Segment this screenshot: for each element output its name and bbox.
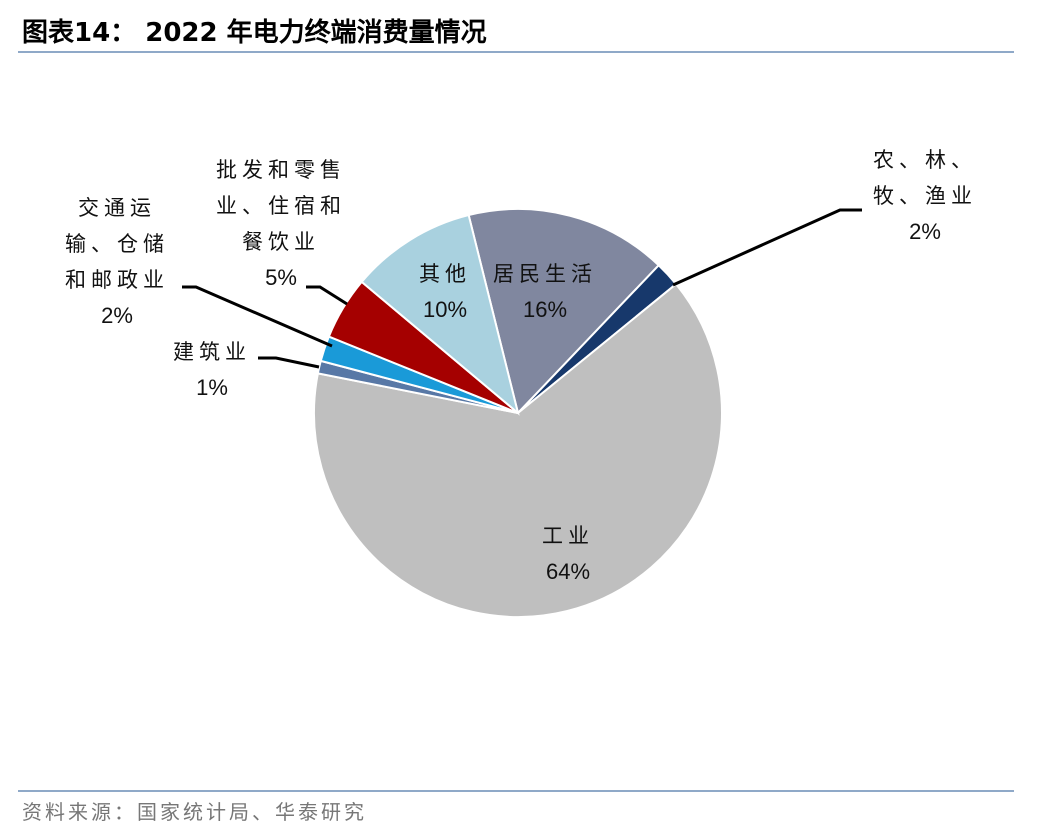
slice-label: 批发和零售 业、住宿和 餐饮业 5% — [181, 152, 381, 296]
category-label: 建筑业 — [173, 340, 251, 364]
category-label: 农、林、 牧、渔业 — [873, 148, 977, 208]
leader-lines — [182, 208, 862, 369]
value-label: 2% — [909, 219, 941, 244]
slice-label: 农、林、 牧、渔业 2% — [825, 142, 1025, 250]
category-label: 工业 — [542, 524, 594, 548]
pie-slice — [467, 208, 661, 416]
value-label: 64% — [545, 559, 591, 584]
value-label: 2% — [101, 303, 133, 328]
slice-label: 工业 64% — [468, 518, 668, 590]
leader-line — [258, 356, 320, 369]
pie-slice — [313, 282, 723, 618]
pie-slice — [360, 213, 520, 416]
leader-line — [306, 285, 348, 306]
category-label: 居民生活 — [493, 262, 597, 286]
value-label: 1% — [196, 375, 228, 400]
category-label: 其他 — [419, 262, 471, 286]
value-label: 5% — [265, 265, 297, 290]
value-label: 16% — [522, 297, 568, 322]
value-label: 10% — [422, 297, 468, 322]
slice-label: 其他 10% — [345, 256, 545, 328]
category-label: 批发和零售 业、住宿和 餐饮业 — [216, 158, 346, 254]
leader-line — [182, 285, 333, 348]
title: 图表14： 2022 年电力终端消费量情况 — [22, 18, 487, 48]
category-label: 交通运 输、仓储 和邮政业 — [65, 196, 169, 292]
slice-label: 交通运 输、仓储 和邮政业 2% — [17, 190, 217, 334]
leader-line — [672, 208, 862, 287]
source: 资料来源：国家统计局、华泰研究 — [22, 800, 367, 824]
slice-label: 建筑业 1% — [112, 334, 312, 406]
slice-label: 居民生活 16% — [445, 256, 645, 328]
